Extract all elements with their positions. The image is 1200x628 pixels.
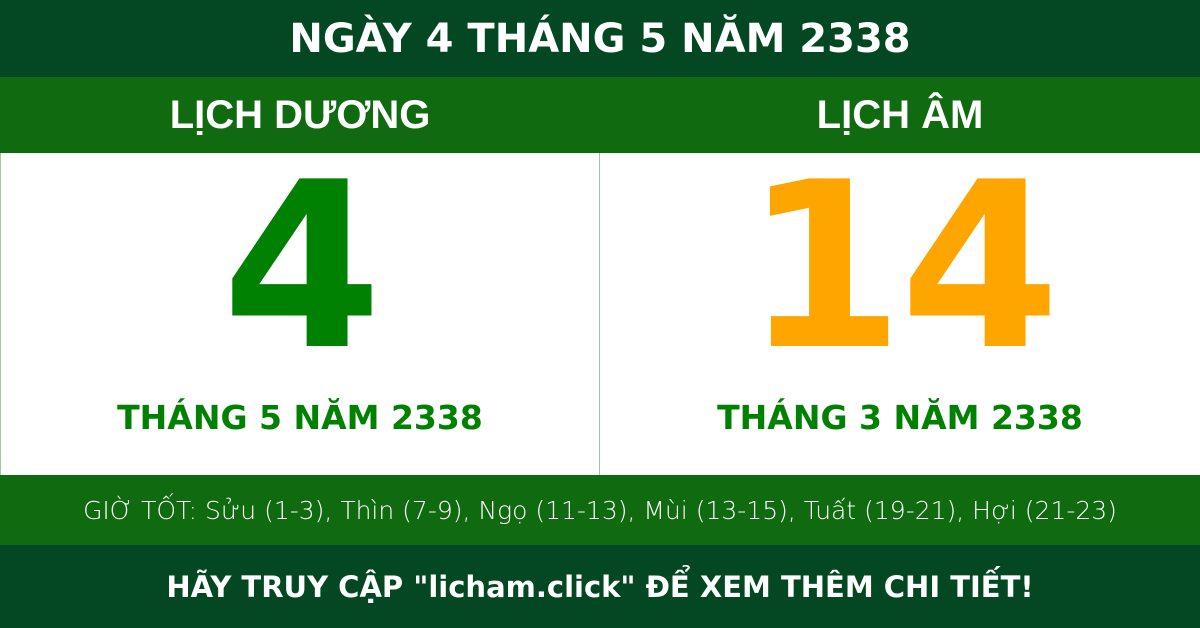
footer-cta: HÃY TRUY CẬP "licham.click" ĐỂ XEM THÊM … (0, 545, 1200, 628)
solar-panel: 4 THÁNG 5 NĂM 2338 (0, 153, 600, 475)
solar-month-year: THÁNG 5 NĂM 2338 (117, 398, 483, 437)
page-title: NGÀY 4 THÁNG 5 NĂM 2338 (0, 0, 1200, 77)
solar-day: 4 (221, 134, 382, 401)
lunar-panel: 14 THÁNG 3 NĂM 2338 (600, 153, 1200, 475)
solar-header: LỊCH DƯƠNG (169, 92, 431, 137)
good-hours: GIỜ TỐT: Sửu (1-3), Thìn (7-9), Ngọ (11-… (0, 475, 1200, 545)
lunar-day: 14 (743, 134, 1060, 401)
lunar-month-year: THÁNG 3 NĂM 2338 (717, 398, 1083, 437)
lunar-header: LỊCH ÂM (816, 92, 984, 137)
calendar-body: 4 THÁNG 5 NĂM 2338 14 THÁNG 3 NĂM 2338 (0, 153, 1200, 475)
calendar-headers: LỊCH DƯƠNG LỊCH ÂM (0, 77, 1200, 153)
